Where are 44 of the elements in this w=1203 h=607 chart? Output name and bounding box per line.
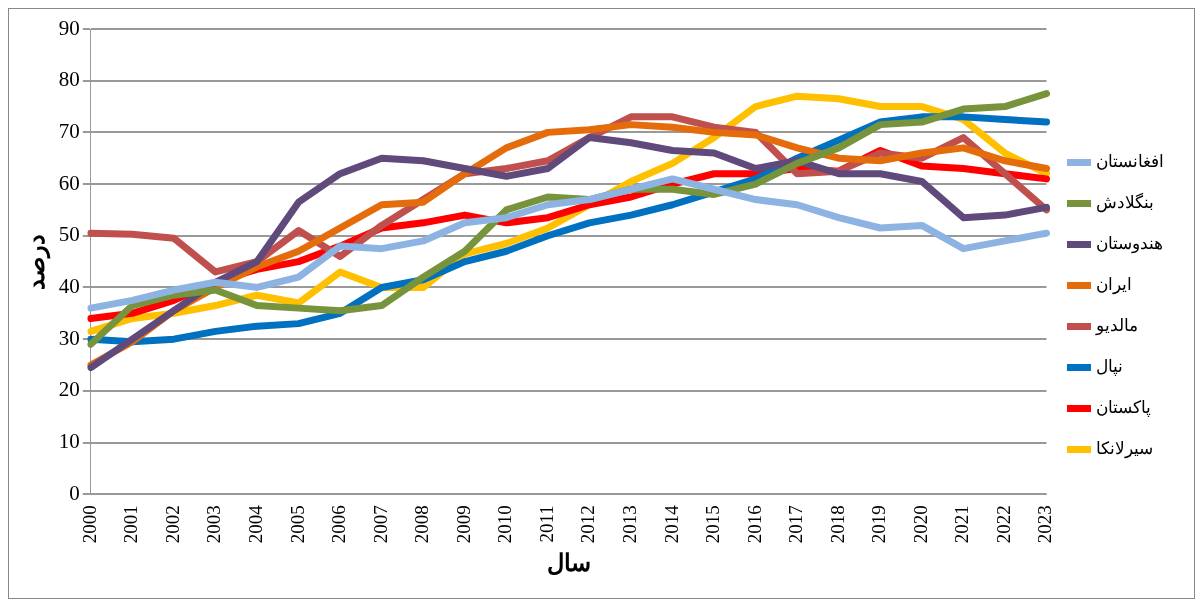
x-tick-label: 2021 <box>951 505 973 544</box>
x-tick-label: 2010 <box>494 505 516 544</box>
legend-label: مالدیو <box>1095 315 1138 336</box>
x-tick-label: 2014 <box>660 504 682 544</box>
x-tick-label: 2013 <box>618 505 640 544</box>
legend-label: بنگلادش <box>1096 191 1154 213</box>
x-tick-label: 2011 <box>535 505 557 543</box>
y-tick-label: 10 <box>58 429 80 454</box>
y-tick-label: 60 <box>58 170 80 195</box>
legend-label: هندوستان <box>1096 233 1163 254</box>
x-tick-label: 2006 <box>328 505 350 544</box>
y-tick-label: 90 <box>58 15 80 40</box>
y-tick-label: 70 <box>58 118 80 143</box>
x-tick-label: 2003 <box>203 505 225 544</box>
x-tick-label: 2004 <box>244 504 266 544</box>
y-tick-label: 40 <box>58 273 80 298</box>
x-tick-label: 2016 <box>743 505 765 544</box>
x-axis-title: سال <box>546 549 591 576</box>
x-tick-label: 2002 <box>161 505 183 544</box>
x-tick-label: 2015 <box>702 505 724 544</box>
x-tick-label: 2020 <box>909 505 931 544</box>
y-tick-label: 0 <box>69 480 80 505</box>
x-tick-label: 2017 <box>785 505 807 544</box>
x-tick-label: 2019 <box>868 505 890 544</box>
y-tick-label: 80 <box>58 67 80 92</box>
y-tick-label: 30 <box>58 325 80 350</box>
x-tick-label: 2012 <box>577 505 599 544</box>
y-axis-title: درصد <box>22 233 51 290</box>
legend-label: نپال <box>1096 356 1123 377</box>
x-tick-label: 2007 <box>369 505 391 544</box>
x-tick-label: 2005 <box>286 505 308 544</box>
y-tick-label: 20 <box>58 377 80 402</box>
x-tick-label: 2022 <box>992 505 1014 544</box>
x-tick-label: 2000 <box>78 505 100 544</box>
legend-label: پاکستان <box>1096 397 1151 418</box>
legend-label: سیرلانکا <box>1096 438 1153 459</box>
legend-label: ایران <box>1096 274 1132 295</box>
x-tick-label: 2023 <box>1034 505 1056 544</box>
x-tick-label: 2008 <box>411 505 433 544</box>
y-tick-label: 50 <box>58 222 80 247</box>
x-tick-label: 2018 <box>826 505 848 544</box>
x-tick-label: 2001 <box>120 505 142 544</box>
x-tick-label: 2009 <box>452 505 474 544</box>
legend-label: افغانستان <box>1096 151 1164 171</box>
